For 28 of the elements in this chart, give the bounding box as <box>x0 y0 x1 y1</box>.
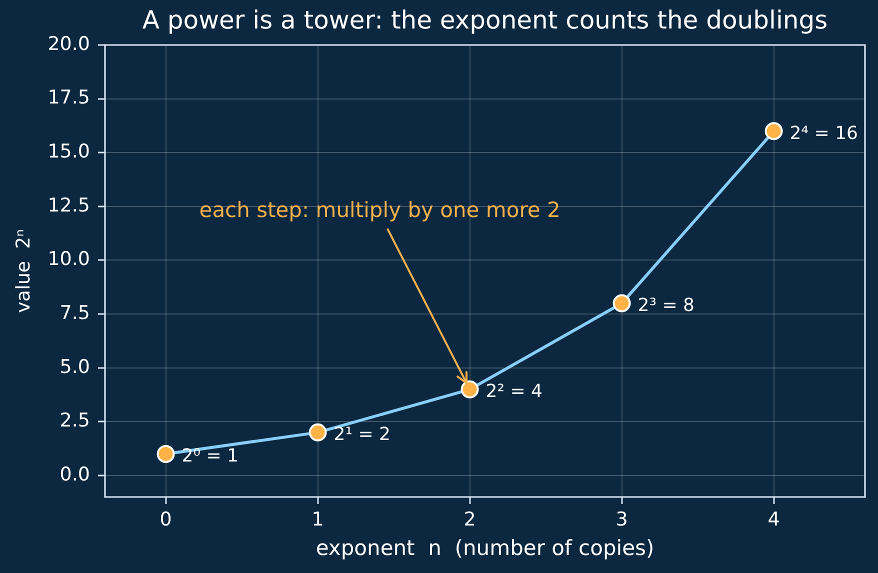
x-axis-title: exponent n (number of copies) <box>316 536 654 560</box>
y-tick-label: 20.0 <box>48 32 90 55</box>
y-axis-title: value 2ⁿ <box>12 229 34 313</box>
y-tick-label: 12.5 <box>48 194 90 216</box>
data-label: 2² = 4 <box>486 381 542 402</box>
point <box>308 423 327 442</box>
x-tick-label: 0 <box>160 508 172 530</box>
point <box>460 380 479 398</box>
point <box>612 294 631 312</box>
point <box>156 444 175 463</box>
data-label: 2⁰ = 1 <box>182 446 238 467</box>
y-tick-label: 15.0 <box>48 140 90 163</box>
y-tick-label: 2.5 <box>60 410 90 432</box>
x-tick-label: 1 <box>312 508 324 530</box>
data-label: 2¹ = 2 <box>334 424 390 446</box>
data-label: 2³ = 8 <box>638 294 694 316</box>
y-tick-label: 5.0 <box>60 356 90 378</box>
y-tick-label: 7.5 <box>60 302 90 324</box>
chart-title: A power is a tower: the exponent counts the doublings <box>142 6 828 34</box>
y-tick-label: 10.0 <box>48 248 90 270</box>
annotation: each step: multiply by one more 2 <box>199 198 560 222</box>
x-tick-label: 4 <box>768 508 780 530</box>
x-tick-label: 3 <box>616 508 628 530</box>
y-tick-label: 0.0 <box>60 463 90 486</box>
data-label: 2⁴ = 16 <box>790 122 858 144</box>
y-tick-label: 17.5 <box>48 86 90 109</box>
point <box>764 122 783 140</box>
x-tick-label: 2 <box>464 508 476 530</box>
